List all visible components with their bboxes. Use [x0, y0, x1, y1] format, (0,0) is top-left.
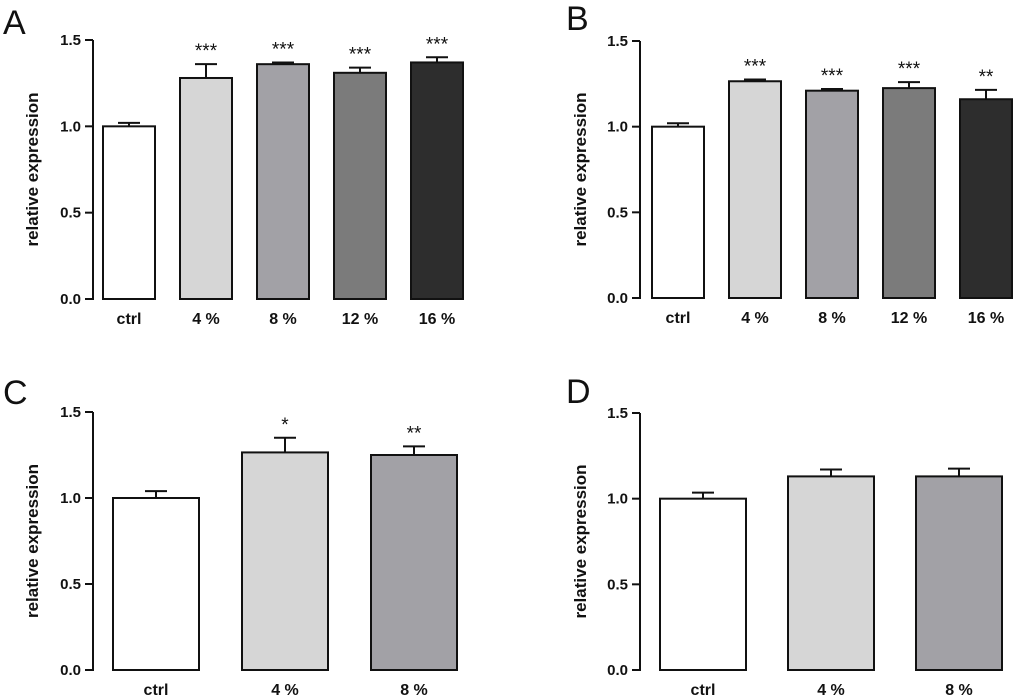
bar: [882, 87, 936, 299]
x-tick-label: ctrl: [691, 682, 716, 696]
x-tick-label: 8 %: [945, 682, 973, 696]
y-tick-label: 1.5: [607, 33, 628, 50]
x-tick-label: 8 %: [269, 311, 297, 328]
significance-marker: ***: [195, 41, 218, 62]
bar: [179, 76, 233, 300]
significance-marker: ***: [898, 59, 921, 80]
x-tick-label: 12 %: [342, 311, 378, 328]
y-tick-label: 0.0: [60, 662, 81, 679]
bar: [410, 61, 464, 300]
y-tick-label: 0.5: [60, 205, 81, 222]
bar: [102, 125, 156, 301]
significance-marker: ***: [821, 66, 844, 87]
bar: [787, 475, 875, 672]
significance-marker: ***: [349, 45, 372, 66]
y-axis-title: relative expression: [23, 464, 42, 618]
significance-marker: *: [281, 415, 289, 436]
x-tick-label: 8 %: [400, 682, 428, 696]
bar: [256, 63, 310, 300]
x-tick-label: 4 %: [271, 682, 299, 696]
y-tick-label: 1.5: [60, 404, 81, 421]
x-tick-label: 16 %: [968, 310, 1004, 327]
x-tick-label: ctrl: [117, 311, 142, 328]
panel-letter: C: [3, 374, 28, 412]
panel-letter: D: [566, 373, 591, 411]
y-tick-label: 0.0: [60, 291, 81, 308]
y-tick-label: 0.5: [60, 576, 81, 593]
y-tick-label: 0.0: [607, 290, 628, 307]
significance-marker: **: [979, 67, 994, 88]
y-tick-label: 1.5: [60, 32, 81, 49]
y-tick-label: 1.0: [60, 118, 81, 135]
panel-letter: B: [566, 0, 589, 38]
y-tick-label: 1.5: [607, 405, 628, 422]
y-axis-title: relative expression: [571, 464, 590, 618]
panel-letter: A: [3, 4, 26, 42]
y-tick-label: 0.5: [607, 204, 628, 221]
x-tick-label: 4 %: [817, 682, 845, 696]
y-axis-title: relative expression: [571, 92, 590, 246]
bar: [333, 71, 387, 300]
x-tick-label: 4 %: [192, 311, 220, 328]
x-tick-label: 12 %: [891, 310, 927, 327]
x-tick-label: 16 %: [419, 311, 455, 328]
x-tick-label: 8 %: [818, 310, 846, 327]
significance-marker: ***: [744, 57, 767, 78]
significance-marker: ***: [426, 34, 449, 55]
significance-marker: **: [407, 423, 422, 444]
bar: [805, 89, 859, 300]
y-tick-label: 1.0: [607, 491, 628, 508]
bar: [959, 98, 1013, 300]
y-tick-label: 0.0: [607, 662, 628, 679]
y-tick-label: 1.0: [60, 490, 81, 507]
bar: [915, 475, 1003, 672]
bar: [112, 497, 200, 671]
bar: [728, 80, 782, 299]
x-tick-label: ctrl: [666, 310, 691, 327]
bar: [651, 125, 705, 299]
significance-marker: ***: [272, 39, 295, 60]
x-tick-label: ctrl: [144, 682, 169, 696]
x-tick-label: 4 %: [741, 310, 769, 327]
y-tick-label: 1.0: [607, 119, 628, 136]
bar: [659, 497, 747, 671]
y-axis-title: relative expression: [23, 92, 42, 246]
y-tick-label: 0.5: [607, 576, 628, 593]
bar: [241, 451, 329, 672]
bar: [370, 454, 458, 671]
